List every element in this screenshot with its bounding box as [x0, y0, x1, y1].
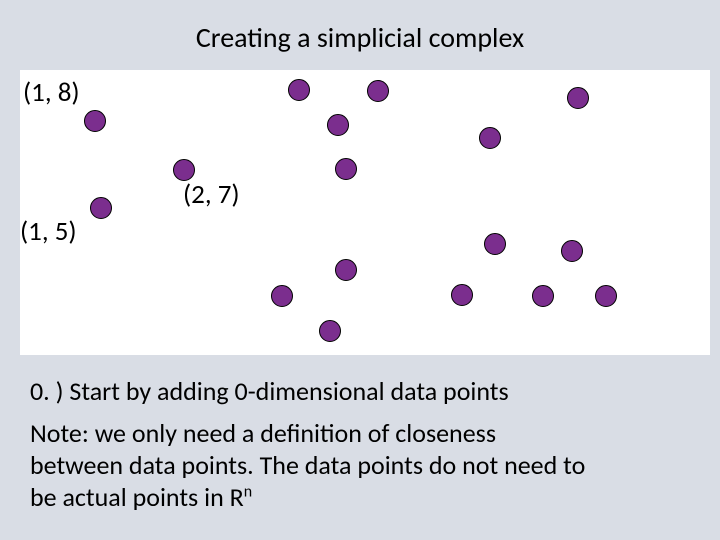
note-line-1: Note: we only need a definition of close… [30, 418, 496, 449]
note-line-3-prefix: be actual points in R [30, 481, 244, 513]
data-point [327, 114, 349, 136]
slide-title: Creating a simplicial complex [0, 20, 720, 55]
data-point [90, 197, 112, 219]
data-point [288, 79, 310, 101]
data-point [319, 320, 341, 342]
point-label: (1, 8) [23, 76, 80, 109]
data-point [479, 127, 501, 149]
data-point [532, 285, 554, 307]
point-label: (1, 5) [20, 215, 77, 248]
data-point [84, 110, 106, 132]
scatter-plot-region: (1, 8) (1, 5) (2, 7) [20, 70, 710, 355]
data-point [567, 87, 589, 109]
data-point [335, 158, 357, 180]
point-label: (2, 7) [183, 178, 240, 211]
data-point [271, 285, 293, 307]
step-text: 0. ) Start by adding 0-dimensional data … [30, 376, 509, 407]
note-line-3-superscript: n [244, 482, 252, 501]
data-point [367, 80, 389, 102]
data-point [335, 259, 357, 281]
data-point [484, 233, 506, 255]
data-point [451, 284, 473, 306]
data-point [595, 285, 617, 307]
note-line-2: between data points. The data points do … [30, 450, 585, 481]
data-point [561, 240, 583, 262]
note-line-3: be actual points in Rn [30, 482, 252, 513]
